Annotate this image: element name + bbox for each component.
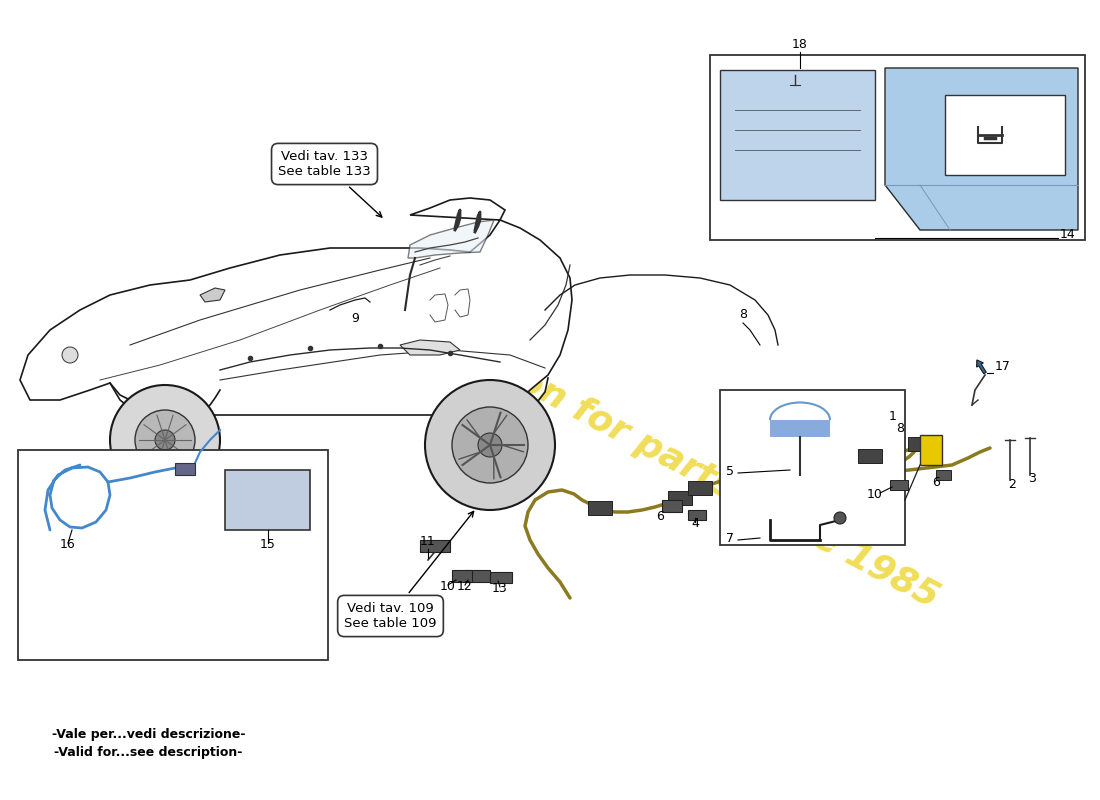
Text: 7: 7 [726,532,734,545]
Text: 1: 1 [889,410,896,423]
Text: 8: 8 [739,308,747,321]
Bar [490,572,512,583]
Circle shape [110,385,220,495]
Text: 17: 17 [996,360,1011,373]
Text: -Vale per...vedi descrizione-
-Valid for...see description-: -Vale per...vedi descrizione- -Valid for… [52,728,245,759]
Text: 9: 9 [351,311,359,325]
Bar [226,470,310,530]
Bar [688,481,712,495]
Text: 10: 10 [867,488,883,501]
Text: passion for parts since 1985: passion for parts since 1985 [419,314,945,614]
Text: 5: 5 [726,465,734,478]
FancyArrow shape [977,360,987,374]
Bar [720,70,874,200]
Circle shape [478,433,502,457]
Text: 4: 4 [691,517,698,530]
Bar [936,470,952,480]
Text: 10: 10 [440,580,455,593]
Polygon shape [400,340,460,355]
Bar [588,501,612,515]
Bar [688,510,706,520]
Text: passion for parts since 1985: passion for parts since 1985 [419,314,945,614]
Bar [908,437,932,451]
Bar [920,435,942,465]
Text: 12: 12 [458,580,473,593]
Text: 13: 13 [492,582,508,595]
Text: 6: 6 [932,476,939,489]
Bar [890,480,908,490]
Polygon shape [886,68,1078,230]
Text: 16: 16 [60,538,76,551]
Text: Vedi tav. 133
See table 133: Vedi tav. 133 See table 133 [278,150,382,217]
Text: 18: 18 [792,38,807,51]
Circle shape [155,430,175,450]
Bar [662,500,682,512]
Bar [175,463,195,475]
Text: 8: 8 [896,422,904,435]
Text: 14: 14 [1060,228,1076,241]
Bar [668,491,692,505]
Bar [420,540,450,552]
Bar [465,570,490,582]
Bar [720,390,905,545]
Bar [710,55,1085,240]
Text: Vedi tav. 109
See table 109: Vedi tav. 109 See table 109 [344,511,474,630]
Bar [945,95,1065,175]
Circle shape [834,512,846,524]
Circle shape [62,347,78,363]
Polygon shape [20,198,572,418]
Circle shape [452,407,528,483]
Bar [452,570,472,582]
Polygon shape [770,420,830,437]
Bar [858,449,882,463]
Polygon shape [408,220,494,258]
Bar [18,450,328,660]
Text: 2: 2 [1008,478,1016,491]
Text: 3: 3 [1028,472,1036,485]
Text: 6: 6 [656,510,664,523]
Circle shape [135,410,195,470]
Circle shape [425,380,556,510]
Text: 15: 15 [260,538,276,551]
Text: 11: 11 [420,535,436,548]
Polygon shape [200,288,225,302]
